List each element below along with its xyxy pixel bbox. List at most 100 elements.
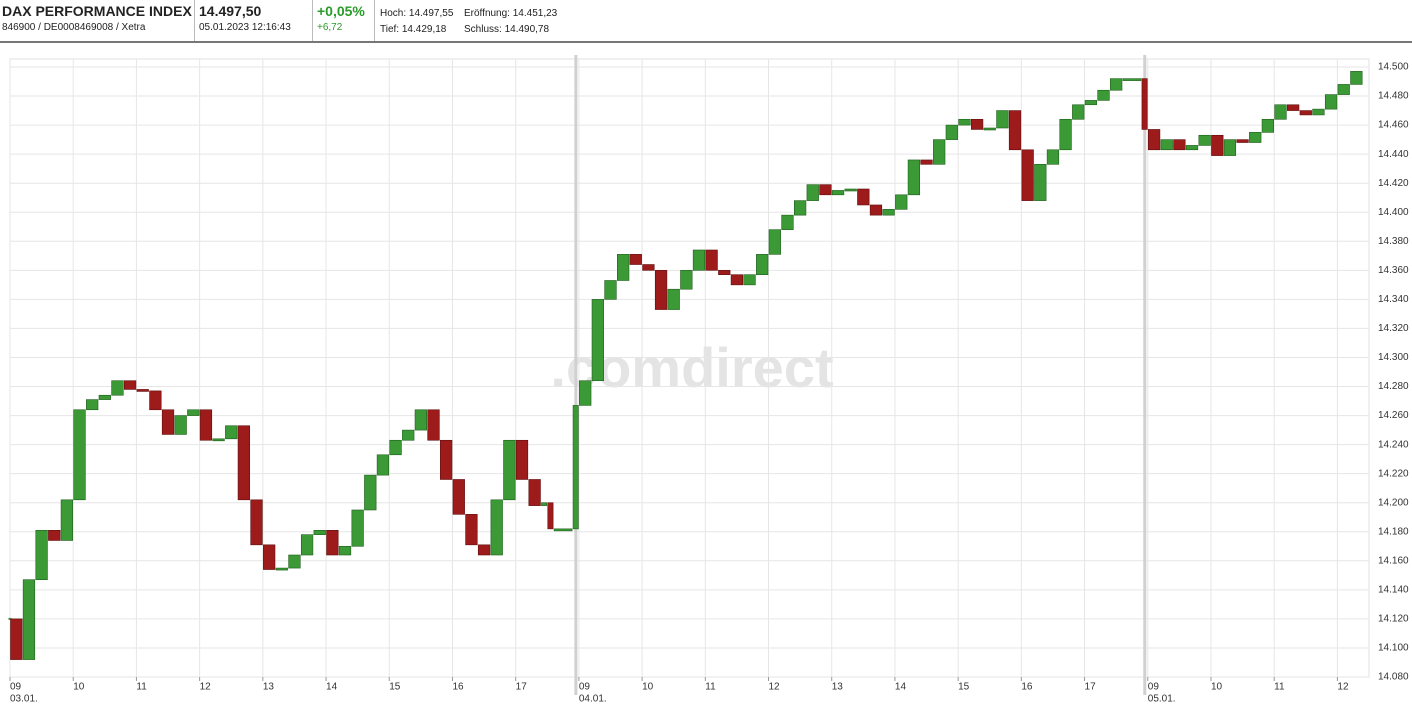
candle [996, 110, 1009, 129]
candle [1185, 145, 1199, 151]
candle [579, 380, 592, 406]
candle [654, 270, 668, 310]
y-tick-label: 14.260 [1378, 410, 1409, 421]
candle [1198, 134, 1211, 146]
candle [642, 264, 655, 271]
y-tick-label: 14.080 [1378, 672, 1409, 683]
candle [743, 274, 756, 286]
day-label: 03.01. [10, 694, 38, 704]
candle [98, 394, 111, 400]
candle [1122, 78, 1142, 81]
candle [452, 479, 465, 515]
price-block: 14.497,50 05.01.2023 12:16:43 [199, 3, 291, 33]
y-tick-label: 14.140 [1378, 584, 1409, 595]
header: DAX PERFORMANCE INDEX 846900 / DE0008469… [0, 0, 1412, 43]
candle [629, 254, 642, 265]
candle [1084, 100, 1097, 106]
candle [414, 409, 427, 431]
candle [503, 439, 516, 501]
open: Eröffnung: 14.451,23 [464, 8, 558, 19]
candle [86, 399, 99, 411]
candle [389, 439, 402, 456]
candle [1021, 149, 1034, 201]
candle [250, 499, 263, 546]
candle [945, 124, 958, 140]
x-tick-label: 09 [10, 682, 22, 693]
candle [440, 439, 453, 480]
candle [1141, 78, 1148, 130]
candle [882, 209, 895, 216]
x-tick-label: 13 [832, 682, 844, 693]
candle [1249, 132, 1262, 143]
candle [136, 389, 149, 392]
candle [983, 127, 996, 131]
candle [465, 514, 478, 546]
datetime: 05.01.2023 12:16:43 [199, 22, 291, 33]
candle [705, 249, 718, 271]
y-tick-label: 14.400 [1378, 207, 1409, 218]
y-tick-label: 14.320 [1378, 323, 1409, 334]
candle [300, 534, 314, 556]
candle [572, 405, 579, 530]
candle [288, 554, 301, 569]
candle [1236, 139, 1249, 143]
candle [970, 118, 984, 130]
candle [22, 579, 36, 660]
y-tick-label: 14.180 [1378, 526, 1409, 537]
candle [490, 499, 503, 556]
candle [907, 159, 921, 196]
candle [1072, 104, 1085, 120]
candle [895, 194, 908, 210]
candle [869, 204, 883, 216]
y-tick-label: 14.440 [1378, 149, 1409, 160]
candle [1324, 94, 1338, 110]
candle [1046, 149, 1060, 165]
candle [541, 502, 548, 506]
candle [857, 188, 870, 206]
y-tick-label: 14.220 [1378, 468, 1409, 479]
candle [781, 214, 794, 230]
candle [351, 509, 364, 547]
candle [263, 544, 276, 570]
candle [667, 288, 680, 310]
x-tick-label: 14 [895, 682, 907, 693]
candle [1211, 134, 1224, 156]
instrument-ids: 846900 / DE0008469008 / Xetra [2, 22, 146, 33]
x-tick-label: 17 [1085, 682, 1097, 693]
candle [831, 190, 845, 196]
change-block: +0,05% +6,72 [317, 3, 365, 33]
candle [1223, 139, 1237, 156]
day-label: 04.01. [579, 694, 607, 704]
candle [1008, 110, 1022, 151]
candle [8, 617, 12, 620]
x-tick-label: 11 [705, 682, 716, 693]
x-tick-label: 12 [200, 682, 212, 693]
separator [194, 0, 195, 41]
candle [680, 270, 693, 290]
candle [427, 409, 440, 441]
candle [313, 530, 326, 535]
y-tick-label: 14.160 [1378, 555, 1409, 566]
x-tick-label: 10 [642, 682, 654, 693]
candle [844, 188, 857, 192]
candle [768, 229, 781, 255]
candle [376, 454, 390, 476]
change-abs: +6,72 [317, 22, 343, 33]
x-tick-label: 10 [1211, 682, 1223, 693]
candle [591, 299, 604, 382]
candle [187, 409, 200, 416]
candle [1110, 78, 1123, 91]
candle [933, 139, 946, 165]
candle [553, 528, 573, 532]
separator [374, 0, 375, 41]
x-tick-label: 10 [73, 682, 85, 693]
candle [756, 254, 769, 275]
candle [920, 159, 933, 165]
candle [123, 380, 137, 390]
candle [10, 618, 23, 660]
y-tick-label: 14.340 [1378, 294, 1409, 305]
candle [1173, 139, 1186, 151]
candle [692, 249, 706, 271]
y-tick-label: 14.200 [1378, 497, 1409, 508]
